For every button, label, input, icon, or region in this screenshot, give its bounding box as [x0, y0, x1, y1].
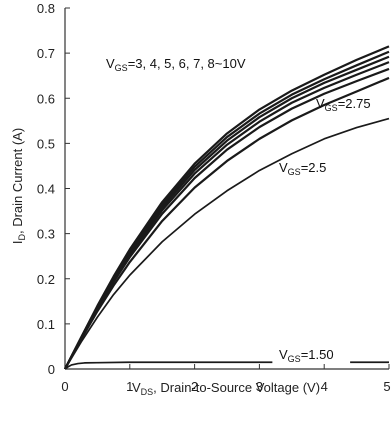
annotation-vgs-2-75: VGS=2.75: [316, 96, 371, 113]
annotation-vgs-2-5: VGS=2.5: [279, 160, 326, 177]
y-tick-label: 0.5: [37, 136, 55, 151]
x-tick-label: 5: [383, 379, 390, 394]
series-curve-0: [64, 45, 390, 370]
x-axis-label: VDS, Drain-to-Source Voltage (V): [132, 380, 320, 397]
x-tick-label: 2: [191, 379, 198, 394]
x-tick-label: 1: [126, 379, 133, 394]
x-tick-label: 4: [321, 379, 328, 394]
y-tick-label: 0.1: [37, 317, 55, 332]
y-tick-label: 0.4: [37, 182, 55, 197]
y-tick-label: 0: [48, 362, 55, 377]
y-tick-label: 0.6: [37, 91, 55, 106]
annotation-vgs-high: VGS=3, 4, 5, 6, 7, 8~10V: [106, 56, 246, 73]
series-curve-7: [64, 361, 273, 370]
x-tick-label: 3: [256, 379, 263, 394]
series-curve-5: [64, 76, 390, 370]
y-axis-label: ID, Drain Current (A): [10, 128, 27, 244]
annotations: VGS=3, 4, 5, 6, 7, 8~10V VGS=2.75 VGS=2.…: [106, 56, 371, 364]
y-tick-label: 0.7: [37, 46, 55, 61]
y-tick-label: 0.8: [37, 1, 55, 16]
x-tick-label: 0: [61, 379, 68, 394]
y-tick-label: 0.2: [37, 272, 55, 287]
series-curve-6: [64, 117, 390, 370]
y-tick-label: 0.3: [37, 227, 55, 242]
series-curve-4: [64, 67, 390, 370]
annotation-vgs-1-50: VGS=1.50: [279, 347, 334, 364]
